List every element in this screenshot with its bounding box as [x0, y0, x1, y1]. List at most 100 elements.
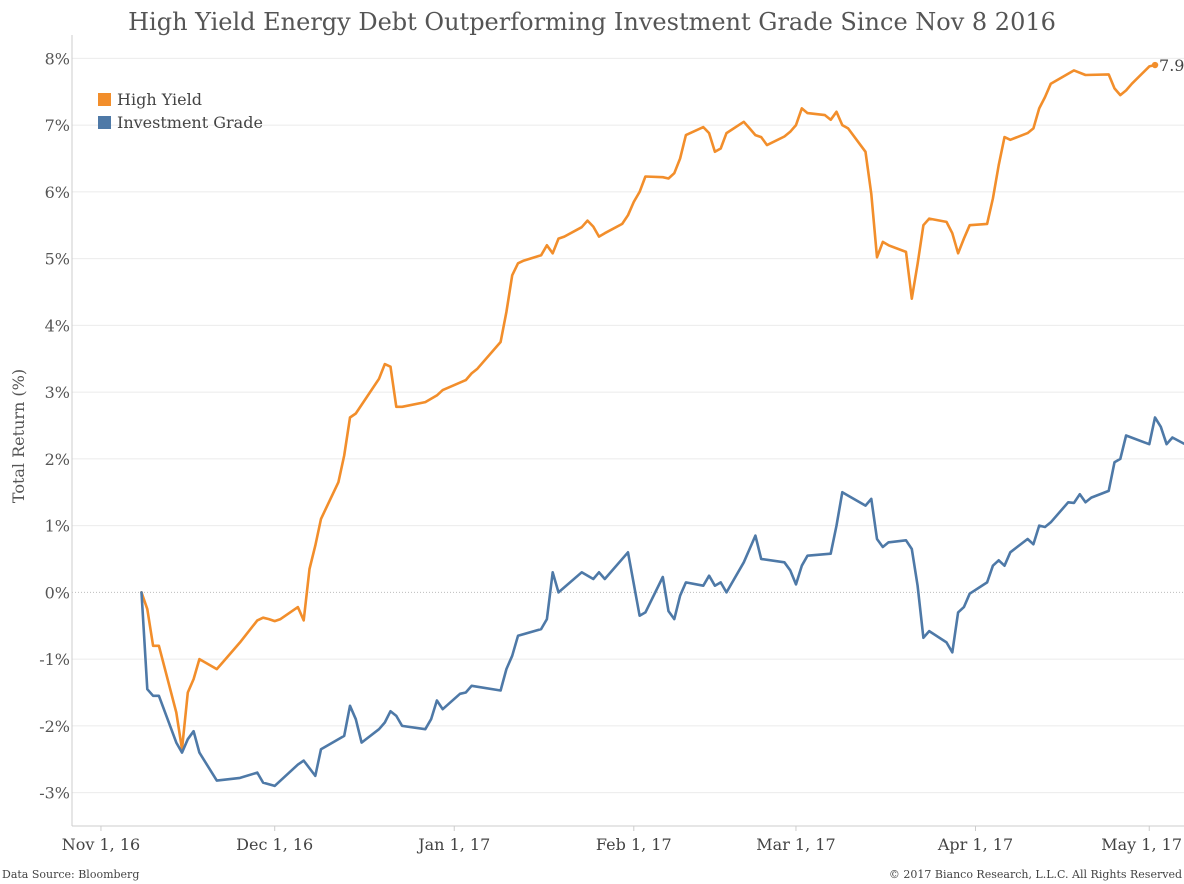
data-point: [905, 539, 907, 541]
data-point: [789, 131, 791, 133]
legend-label: High Yield: [117, 90, 202, 109]
data-point: [337, 481, 339, 483]
chart-title: High Yield Energy Debt Outperforming Inv…: [128, 8, 1056, 36]
data-point: [146, 608, 148, 610]
x-tick-label: Jan 1, 17: [416, 835, 490, 854]
data-point: [830, 552, 832, 554]
data-point: [592, 578, 594, 580]
data-point: [997, 164, 999, 166]
data-point: [1067, 501, 1069, 503]
data-point: [969, 224, 971, 226]
data-point: [152, 645, 154, 647]
data-point: [870, 193, 872, 195]
data-point: [604, 578, 606, 580]
data-point: [256, 619, 258, 621]
data-point: [430, 718, 432, 720]
data-point: [1073, 502, 1075, 504]
data-point: [783, 135, 785, 137]
series-end-label: 7.9%: [1159, 56, 1184, 75]
data-point: [343, 735, 345, 737]
data-point: [1079, 493, 1081, 495]
data-point: [801, 564, 803, 566]
data-point: [1113, 87, 1115, 89]
data-point: [470, 372, 472, 374]
legend-swatch: [98, 93, 111, 106]
data-point: [187, 691, 189, 693]
data-point: [685, 134, 687, 136]
data-point: [945, 641, 947, 643]
data-point: [1050, 83, 1052, 85]
data-point: [986, 581, 988, 583]
data-point: [685, 581, 687, 583]
y-axis-title: Total Return (%): [9, 369, 28, 503]
data-point: [795, 124, 797, 126]
data-point: [714, 151, 716, 153]
data-point: [511, 274, 513, 276]
x-axis-ticks: Nov 1, 16 Dec 1, 16 Jan 1, 17 Feb 1, 17 Mar …: [62, 826, 1182, 854]
data-point: [1009, 551, 1011, 553]
data-point: [963, 237, 965, 239]
data-point: [638, 615, 640, 617]
data-point: [279, 618, 281, 620]
x-tick-label: May 1, 17: [1101, 835, 1182, 854]
data-point: [644, 175, 646, 177]
data-point: [957, 611, 959, 613]
data-point: [604, 232, 606, 234]
data-point: [743, 561, 745, 563]
data-point: [835, 524, 837, 526]
data-point: [349, 416, 351, 418]
data-point: [181, 751, 183, 753]
data-point: [557, 591, 559, 593]
data-point: [847, 127, 849, 129]
data-point: [146, 688, 148, 690]
data-point: [1038, 107, 1040, 109]
data-point: [540, 628, 542, 630]
data-point: [754, 134, 756, 136]
data-point: [963, 606, 965, 608]
data-point: [1154, 416, 1156, 418]
data-point: [887, 244, 889, 246]
data-point: [355, 718, 357, 720]
data-point: [662, 576, 664, 578]
data-point: [389, 366, 391, 368]
data-point: [592, 225, 594, 227]
data-point: [465, 379, 467, 381]
data-point: [158, 645, 160, 647]
data-point: [546, 618, 548, 620]
data-point: [441, 708, 443, 710]
data-point: [1125, 89, 1127, 91]
data-point: [395, 406, 397, 408]
x-tick-label: Feb 1, 17: [596, 835, 672, 854]
data-point: [401, 406, 403, 408]
data-point: [424, 401, 426, 403]
data-point: [557, 237, 559, 239]
data-point: [806, 554, 808, 556]
data-point: [714, 584, 716, 586]
data-point: [239, 641, 241, 643]
data-point: [1108, 73, 1110, 75]
data-point: [175, 711, 177, 713]
data-point: [384, 363, 386, 365]
legend: High Yield Investment Grade: [98, 90, 263, 132]
data-point: [748, 127, 750, 129]
data-point: [679, 595, 681, 597]
data-point: [355, 412, 357, 414]
data-point: [552, 252, 554, 254]
data-point: [187, 738, 189, 740]
data-point: [992, 197, 994, 199]
data-point: [517, 635, 519, 637]
data-point: [1044, 96, 1046, 98]
data-point: [192, 678, 194, 680]
data-point: [580, 571, 582, 573]
data-point: [297, 606, 299, 608]
data-point: [679, 157, 681, 159]
data-source-note: Data Source: Bloomberg: [2, 868, 139, 881]
data-point: [830, 119, 832, 121]
data-point: [882, 546, 884, 548]
data-point: [158, 695, 160, 697]
data-point: [175, 741, 177, 743]
x-tick-label: Dec 1, 16: [236, 835, 313, 854]
data-point: [824, 114, 826, 116]
data-point: [198, 658, 200, 660]
